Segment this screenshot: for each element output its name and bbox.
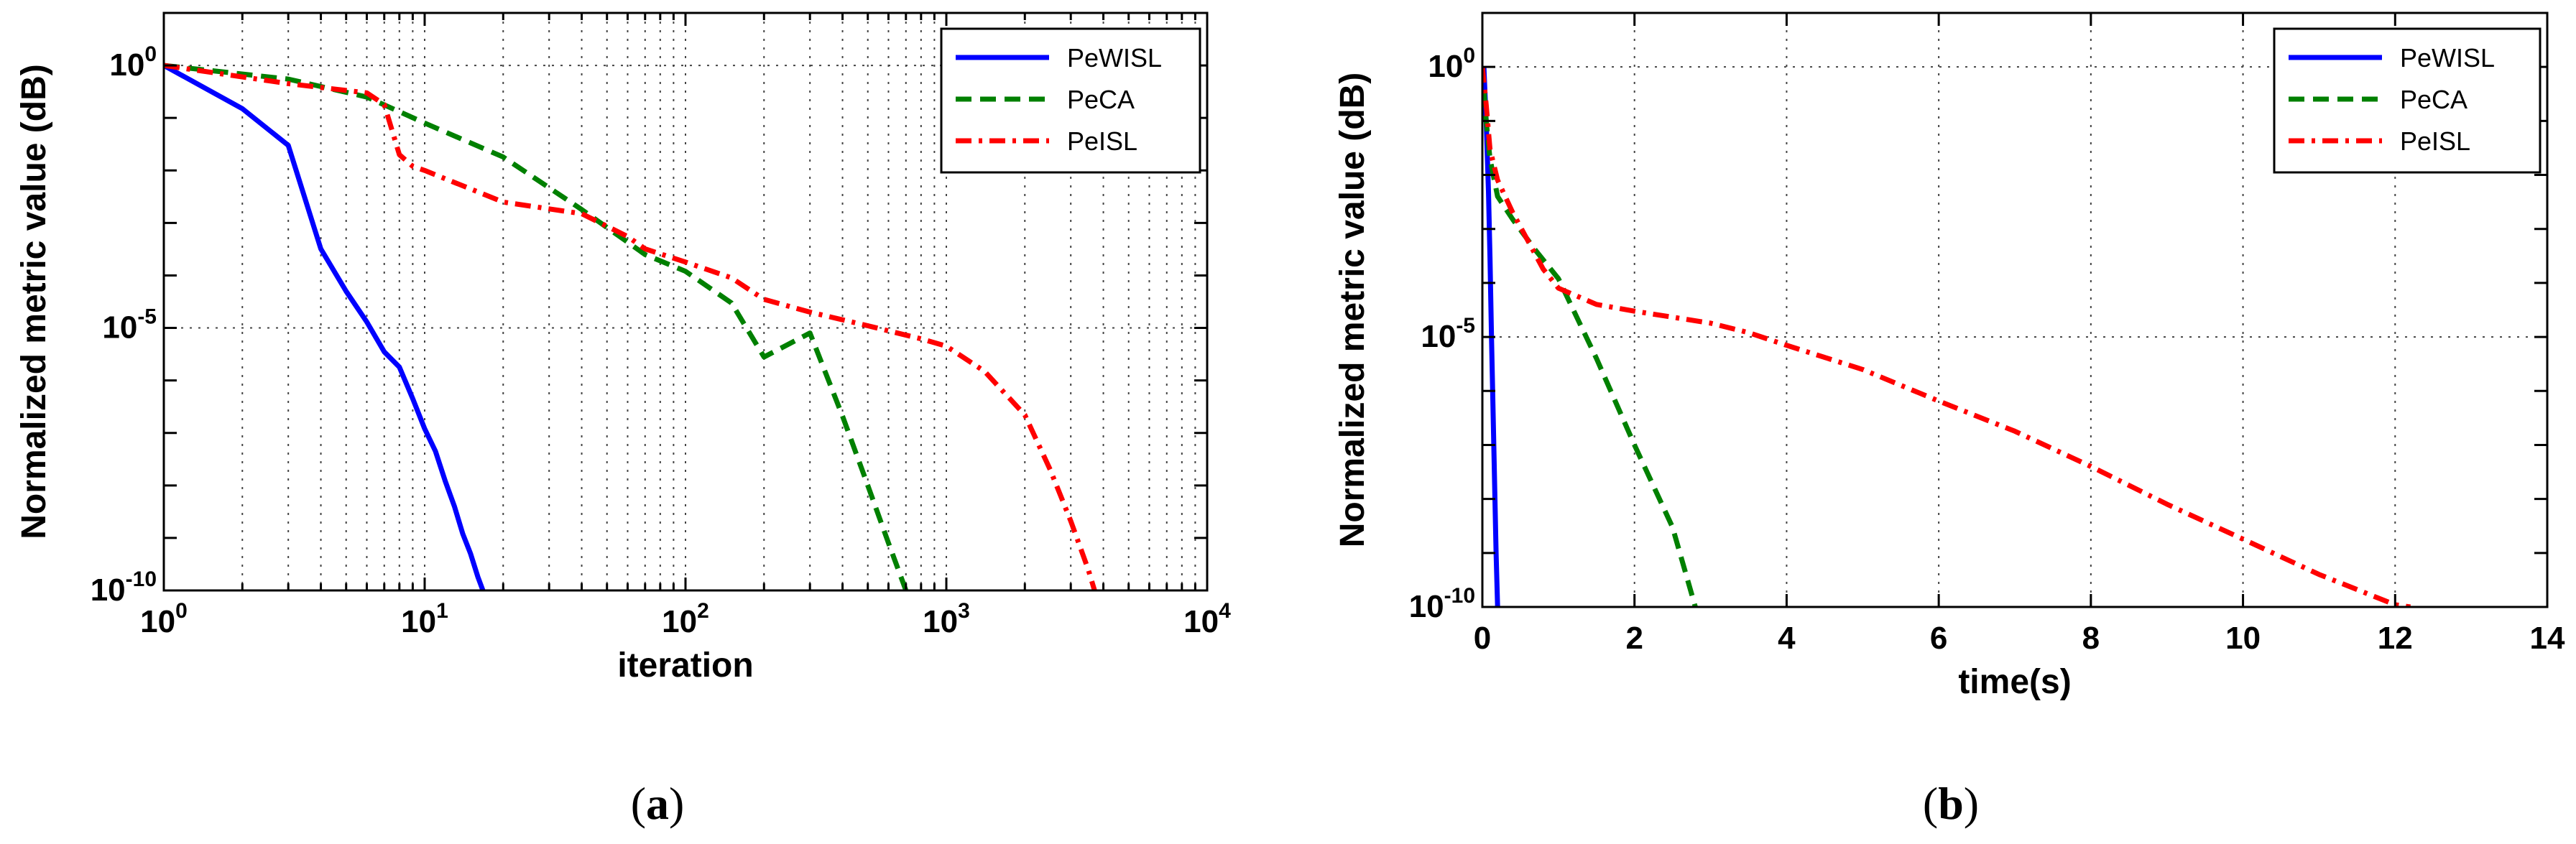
chart-a-y-tick-label: 10-10 — [91, 567, 157, 608]
chart-b-y-tick-label: 10-5 — [1421, 314, 1475, 354]
chart-b: 0 2 4 6 8 10 12 14 100 10-5 10-10 time(s) Normalized… — [1334, 11, 2565, 701]
chart-b-series-group — [1482, 66, 2411, 607]
chart-a-series-group — [164, 62, 1097, 590]
chart-a-x-tick-label: 100 — [140, 599, 188, 639]
chart-a-series-peisl — [164, 62, 1097, 590]
caption-a-open: ( — [631, 778, 646, 829]
chart-b-x-tick-label: 8 — [2082, 621, 2100, 656]
chart-b-x-tick-label: 0 — [1474, 621, 1491, 656]
chart-b-legend-label-peisl: PeISL — [2400, 126, 2470, 156]
caption-a-letter: a — [646, 778, 669, 829]
chart-a-y-tick-label: 100 — [109, 42, 157, 83]
caption-b-open: ( — [1923, 778, 1938, 829]
caption-a-close: ) — [669, 778, 684, 829]
chart-b-series-peisl — [1482, 66, 2411, 607]
chart-b-x-tick-label: 4 — [1778, 621, 1796, 656]
chart-a-x-tick-label: 104 — [1183, 599, 1231, 639]
chart-b-ticks — [1481, 11, 2549, 608]
chart-b-y-axis-title: Normalized metric value (dB) — [1334, 73, 1372, 548]
chart-b-x-tick-label: 2 — [1625, 621, 1643, 656]
chart-a-y-tick-label: 10-5 — [102, 305, 157, 346]
chart-a-legend: PeWISL PeCA PeISL — [940, 27, 1201, 174]
chart-a-legend-label-pewisl: PeWISL — [1067, 43, 1162, 73]
caption-b-close: ) — [1964, 778, 1979, 829]
caption-a: (a) — [631, 778, 685, 829]
chart-a-legend-label-peisl: PeISL — [1067, 126, 1137, 156]
chart-b-y-tick-label: 100 — [1428, 44, 1475, 84]
chart-a-ticks — [162, 11, 1207, 592]
chart-b-y-tick-label: 10-10 — [1409, 584, 1475, 624]
chart-b-axes-frame — [1481, 11, 2549, 608]
chart-b-legend-label-peca: PeCA — [2400, 85, 2467, 114]
chart-b-x-tick-label: 10 — [2225, 621, 2261, 656]
chart-b-legend-label-pewisl: PeWISL — [2400, 43, 2495, 73]
chart-a-legend-label-peca: PeCA — [1067, 85, 1135, 114]
chart-a-x-tick-label: 102 — [662, 599, 709, 639]
chart-a-y-axis-title: Normalized metric value (dB) — [15, 64, 53, 539]
chart-a: 100 101 102 103 104 100 10-5 10-10 iteration Norm… — [15, 11, 1231, 685]
caption-b: (b) — [1923, 778, 1979, 829]
chart-a-x-tick-label: 103 — [923, 599, 970, 639]
chart-b-series-pewisl — [1482, 67, 1500, 607]
chart-a-x-axis-title: iteration — [617, 646, 753, 685]
chart-b-x-axis-title: time(s) — [1958, 663, 2071, 701]
chart-b-legend: PeWISL PeCA PeISL — [2273, 27, 2542, 174]
chart-b-x-tick-label: 6 — [1930, 621, 1947, 656]
chart-b-x-tick-label: 12 — [2378, 621, 2413, 656]
chart-b-x-tick-label: 14 — [2530, 621, 2565, 656]
chart-a-series-pewisl — [164, 63, 509, 590]
caption-b-letter: b — [1938, 778, 1964, 829]
chart-a-x-tick-label: 101 — [401, 599, 448, 639]
